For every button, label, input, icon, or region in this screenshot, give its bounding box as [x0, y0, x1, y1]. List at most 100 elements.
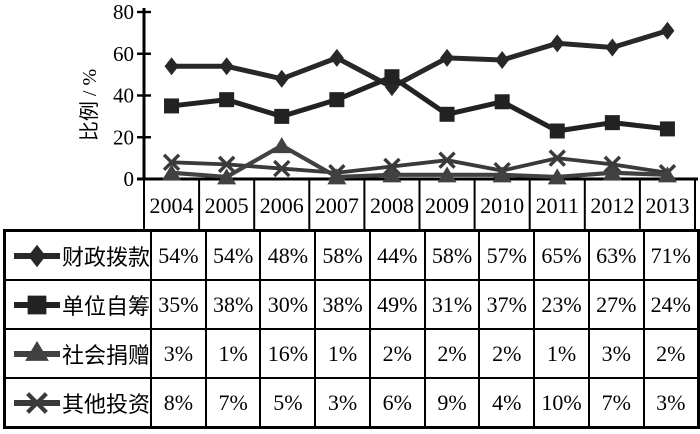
diamond-marker-glyph: [28, 244, 46, 267]
value-cell-fiscal-grant-2011: 65%: [533, 229, 590, 281]
series-fiscal-grant-marker: [274, 69, 289, 88]
value-cell-other-investment-2006: 5%: [259, 377, 317, 429]
series-self-raised-marker: [164, 98, 180, 114]
year-label: 2010: [480, 193, 524, 218]
series-social-donation-marker: [547, 168, 567, 185]
year-label: 2006: [260, 193, 304, 218]
value-cell-fiscal-grant-2004: 54%: [150, 229, 207, 281]
legend-cell-self-raised: 单位自筹: [3, 279, 153, 330]
legend-label: 社会捐赠: [62, 342, 151, 368]
series-fiscal-grant-marker: [329, 48, 344, 67]
legend-entry: 其他投资: [6, 387, 151, 419]
table-row-other-investment: 其他投资 8% 7% 5% 3% 6% 9% 4% 10% 7% 3%: [3, 377, 700, 429]
series-fiscal-grant-marker: [605, 38, 620, 57]
value-cell-social-donation-2013: 2%: [642, 328, 700, 379]
year-label: 2004: [150, 193, 194, 218]
table-row-fiscal-grant: 财政拨款 54% 54% 48% 58% 44% 58% 57% 65% 63% 71%: [3, 229, 700, 281]
year-label: 2013: [645, 193, 689, 218]
value-cell-fiscal-grant-2006: 48%: [259, 229, 317, 281]
series-social-donation-marker: [602, 164, 622, 181]
value-cell-other-investment-2010: 4%: [478, 377, 536, 429]
value-cell-social-donation-2008: 2%: [368, 328, 426, 379]
legend-cell-fiscal-grant: 财政拨款: [3, 229, 153, 281]
value-cell-social-donation-2007: 1%: [314, 328, 371, 379]
series-self-raised-marker: [384, 69, 400, 85]
series-fiscal-grant-marker: [660, 21, 675, 40]
value-cell-fiscal-grant-2012: 63%: [587, 229, 645, 281]
value-cell-self-raised-2011: 23%: [533, 279, 590, 330]
x-legend-icon: [14, 391, 60, 414]
y-axis-title: 比例 / %: [78, 69, 101, 141]
series-self-raised-line: [171, 73, 668, 134]
value-cell-self-raised-2012: 27%: [587, 279, 645, 330]
value-cell-fiscal-grant-2007: 58%: [314, 229, 371, 281]
series-social-donation-marker: [162, 164, 182, 181]
legend-label: 单位自筹: [62, 293, 151, 319]
series-social-donation-marker: [492, 166, 512, 183]
series-fiscal-grant: [164, 21, 675, 97]
value-cell-social-donation-2004: 3%: [150, 328, 207, 379]
series-fiscal-grant-marker: [219, 57, 234, 76]
series-self-raised-marker: [494, 94, 510, 110]
y-tick-label: 40: [113, 84, 134, 108]
value-cell-self-raised-2013: 24%: [642, 279, 700, 330]
series-fiscal-grant-marker: [550, 34, 565, 53]
series-self-raised: [164, 69, 675, 139]
value-cell-self-raised-2005: 38%: [204, 279, 262, 330]
value-cell-self-raised-2009: 31%: [423, 279, 481, 330]
legend-label: 其他投资: [62, 391, 151, 417]
value-cell-other-investment-2005: 7%: [204, 377, 262, 429]
line-chart: 0 20 40 60 80 比例 / % 2004 2005 2006 2007 2008 2009 2…: [78, 0, 698, 230]
series-self-raised-marker: [219, 92, 235, 108]
series-social-donation-marker: [272, 137, 292, 154]
legend-cell-other-investment: 其他投资: [3, 377, 153, 429]
legend-entry: 单位自筹: [6, 289, 151, 321]
series-self-raised-marker: [604, 115, 620, 131]
series-self-raised-marker: [659, 121, 675, 137]
y-tick-label: 80: [113, 0, 134, 24]
diamond-legend-icon: [14, 244, 60, 267]
series-social-donation-marker: [437, 166, 457, 183]
legend-entry: 社会捐赠: [6, 338, 151, 370]
square-marker-glyph: [27, 295, 47, 314]
y-tick-label: 60: [113, 42, 134, 66]
year-label: 2012: [590, 193, 634, 218]
value-cell-self-raised-2010: 37%: [478, 279, 536, 330]
value-cell-social-donation-2005: 1%: [204, 328, 262, 379]
series-other-investment-marker: [217, 155, 236, 174]
series-social-donation: [162, 137, 677, 185]
series-self-raised-marker: [329, 92, 345, 108]
series-social-donation-marker: [382, 166, 402, 183]
series-self-raised-marker: [274, 108, 290, 124]
x-marker-glyph: [26, 391, 48, 414]
table-row-social-donation: 社会捐赠 3% 1% 16% 1% 2% 2% 2% 1% 3% 2%: [3, 328, 700, 379]
year-label: 2009: [425, 193, 469, 218]
value-cell-fiscal-grant-2009: 58%: [423, 229, 481, 281]
value-cell-other-investment-2004: 8%: [150, 377, 207, 429]
year-label: 2005: [205, 193, 249, 218]
series-fiscal-grant-marker: [164, 57, 179, 76]
square-legend-icon: [14, 295, 60, 314]
value-cell-fiscal-grant-2010: 57%: [478, 229, 536, 281]
legend-entry: 财政拨款: [6, 240, 149, 272]
triangle-marker-glyph: [25, 340, 49, 361]
series-social-donation-marker: [217, 168, 237, 185]
value-cell-social-donation-2012: 3%: [587, 328, 645, 379]
series-social-donation-line: [171, 143, 668, 180]
series-other-investment-marker: [438, 151, 456, 169]
value-cell-other-investment-2008: 6%: [368, 377, 426, 429]
series-self-raised-marker: [439, 106, 455, 122]
value-cell-fiscal-grant-2005: 54%: [204, 229, 262, 281]
value-cell-other-investment-2012: 7%: [587, 377, 645, 429]
series-other-investment-marker: [548, 149, 566, 167]
value-cell-social-donation-2011: 1%: [533, 328, 590, 379]
table-row-self-raised: 单位自筹 35% 38% 30% 38% 49% 31% 37% 23% 27% 24%: [3, 279, 700, 330]
triangle-legend-icon: [14, 340, 60, 361]
series-social-donation-marker: [657, 166, 677, 183]
y-tick-label: 0: [124, 167, 135, 191]
series-fiscal-grant-line: [171, 28, 669, 90]
value-cell-other-investment-2007: 3%: [314, 377, 371, 429]
series-self-raised-marker: [549, 123, 565, 139]
series-other-investment-marker: [273, 159, 291, 178]
value-cell-other-investment-2009: 9%: [423, 377, 481, 429]
